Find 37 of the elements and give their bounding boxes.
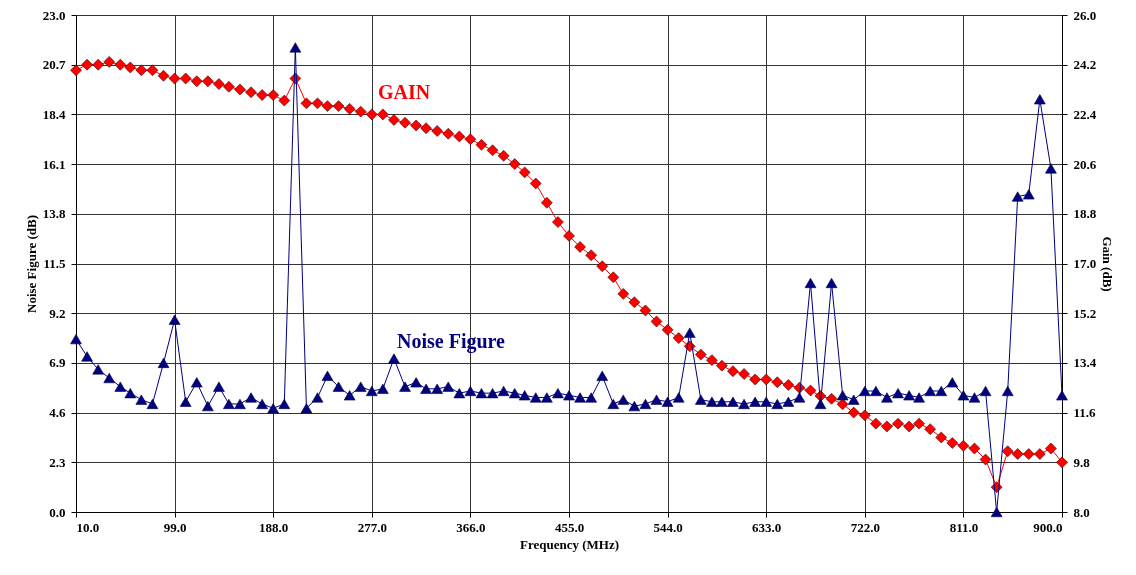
y2-tick-label: 9.8: [1073, 454, 1091, 470]
y-tick-label: 13.8: [42, 206, 66, 222]
y2-tick-label: 17.0: [1073, 256, 1097, 271]
x-tick-label: 188.0: [259, 519, 289, 535]
y-tick-label: 9.2: [49, 305, 66, 321]
y2-tick-label: 11.6: [1073, 405, 1097, 421]
y2-tick-label: 13.4: [1073, 355, 1097, 371]
y2-tick-label: 26.0: [1073, 7, 1097, 23]
y2-axis-title: Gain (dB): [1100, 236, 1116, 292]
x-tick-label: 10.0: [76, 519, 100, 535]
x-tick-label: 455.0: [554, 519, 585, 535]
y2-tick-label: 8.0: [1073, 504, 1090, 520]
y-tick-label: 20.7: [42, 57, 66, 73]
y-tick-label: 4.6: [49, 405, 66, 421]
y-tick-label: 18.4: [42, 106, 66, 122]
x-tick-label: 900.0: [1033, 519, 1063, 535]
y-tick-label: 6.9: [49, 355, 66, 371]
y-tick-label: 16.1: [42, 156, 66, 172]
y-tick-label: 2.3: [49, 454, 66, 470]
y-tick-label: 11.5: [43, 256, 66, 271]
y2-tick-label: 18.8: [1073, 206, 1097, 222]
y-tick-label: 0.0: [49, 504, 66, 520]
x-tick-label: 633.0: [752, 519, 782, 535]
x-tick-label: 366.0: [456, 519, 486, 535]
y2-tick-label: 22.4: [1073, 106, 1097, 122]
y2-tick-label: 15.2: [1073, 305, 1097, 321]
x-tick-label: 99.0: [163, 519, 187, 535]
x-tick-label: 277.0: [357, 519, 387, 535]
y2-tick-label: 24.2: [1073, 57, 1097, 73]
y-tick-label: 23.0: [42, 7, 66, 23]
y-axis-title: Noise Figure (dB): [23, 215, 39, 313]
x-tick-label: 811.0: [949, 519, 979, 535]
series-label: GAIN: [378, 81, 431, 103]
y2-tick-label: 20.6: [1073, 156, 1097, 172]
x-tick-label: 544.0: [653, 519, 683, 535]
x-tick-label: 722.0: [850, 519, 880, 535]
x-axis-title: Frequency (MHz): [519, 536, 620, 552]
